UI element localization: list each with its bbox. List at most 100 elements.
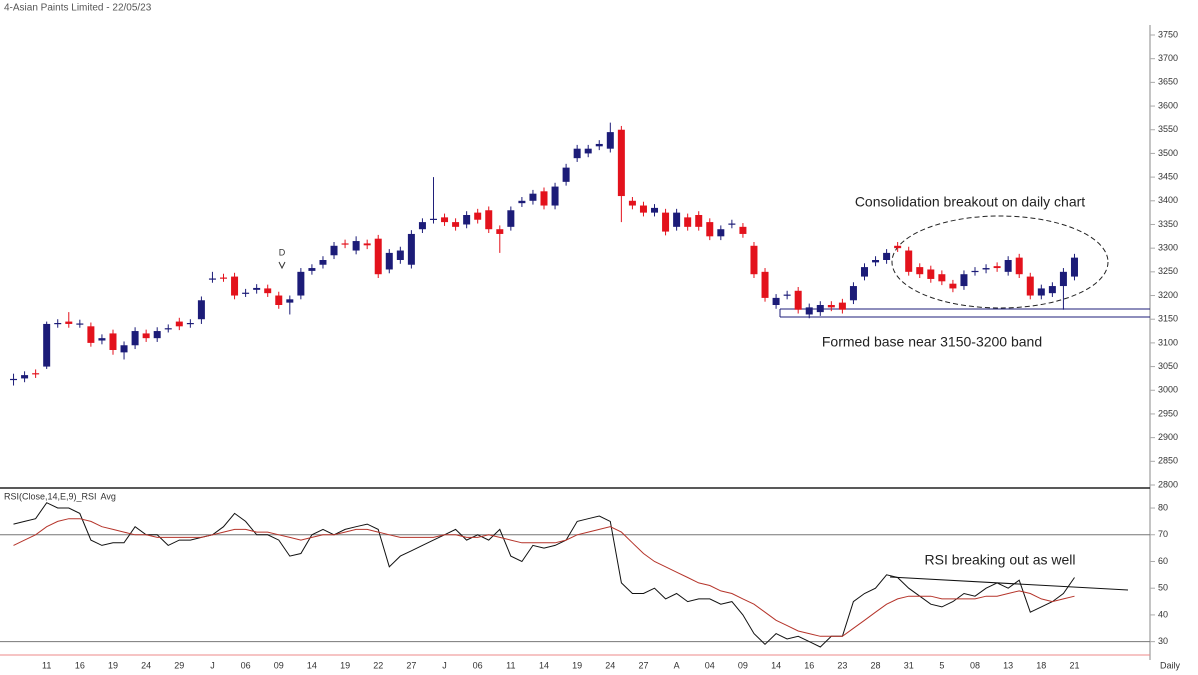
y-tick-label: 3750 (1158, 29, 1178, 39)
x-tick-label: 11 (506, 660, 515, 670)
candle-body (1059, 271, 1067, 287)
candle-body (164, 328, 172, 330)
candle-body (905, 250, 913, 272)
y-tick-label: 3000 (1158, 385, 1178, 395)
x-tick-label: 18 (1036, 660, 1046, 670)
candle-body (1070, 257, 1078, 277)
chart-title: 4-Asian Paints Limited - 22/05/23 (4, 3, 152, 14)
candle-body (330, 245, 338, 256)
candle-body (805, 307, 813, 315)
candle-body (816, 305, 824, 313)
candle-body (153, 331, 161, 339)
x-tick-label: 08 (970, 660, 980, 670)
x-tick-label: 19 (108, 660, 118, 670)
y-tick-label: 3500 (1158, 148, 1178, 158)
x-tick-label: J (210, 660, 215, 670)
candle-body (628, 200, 636, 206)
candle-body (385, 252, 393, 270)
y-tick-label: 2900 (1158, 432, 1178, 442)
candle-body (562, 167, 570, 182)
candle-body (673, 212, 681, 227)
x-tick-label: 16 (75, 660, 85, 670)
candle-body (231, 276, 239, 296)
candle-body (429, 218, 437, 220)
candle-body (21, 375, 29, 379)
candle-body (407, 233, 415, 265)
y-tick-label: 60 (1158, 556, 1168, 566)
y-tick-label: 50 (1158, 583, 1168, 593)
y-tick-label: 70 (1158, 529, 1168, 539)
y-tick-label: 3100 (1158, 337, 1178, 347)
y-tick-label: 80 (1158, 502, 1168, 512)
y-tick-label: 2950 (1158, 408, 1178, 418)
candle-body (651, 207, 659, 213)
y-tick-label: 3200 (1158, 290, 1178, 300)
annotation: Formed base near 3150-3200 band (822, 334, 1042, 350)
x-tick-label: 27 (638, 660, 648, 670)
candle-body (883, 252, 891, 260)
candle-body (98, 338, 106, 341)
candle-body (242, 292, 250, 294)
candle-body (374, 238, 382, 275)
y-tick-label: 3650 (1158, 77, 1178, 87)
candle-body (750, 245, 758, 275)
candle-body (573, 148, 581, 159)
candle-body (10, 378, 18, 381)
legend-entry: RSI(Close,14,E,9)_RSI (4, 491, 97, 501)
rsi-trendline (889, 576, 1129, 591)
x-tick-label: 13 (1003, 660, 1013, 670)
candle-body (938, 274, 946, 282)
candle-body (927, 269, 935, 279)
x-tick-label: 24 (141, 660, 151, 670)
candle-body (639, 205, 647, 213)
y-tick-label: 3050 (1158, 361, 1178, 371)
candle-body (518, 200, 526, 204)
annotation: Consolidation breakout on daily chart (855, 194, 1085, 210)
candle-body (319, 260, 327, 265)
candle-body (474, 212, 482, 220)
x-tick-label: 31 (904, 660, 914, 670)
y-tick-label: 2800 (1158, 479, 1178, 489)
candle-body (872, 260, 880, 263)
candle-body (264, 288, 272, 294)
x-tick-label: 19 (572, 660, 582, 670)
candle-body (772, 297, 780, 305)
candle-body (131, 331, 139, 346)
candle-body (142, 333, 150, 339)
x-tick-label: 09 (738, 660, 748, 670)
consolidation-ellipse (891, 215, 1109, 309)
candle-body (1037, 288, 1045, 296)
candle-body (54, 323, 62, 325)
candle-body (849, 286, 857, 301)
candle-body (308, 268, 316, 271)
candle-body (109, 333, 117, 350)
x-tick-label: 06 (473, 660, 483, 670)
candle-body (662, 212, 670, 232)
legend-entry: Avg (101, 491, 116, 501)
x-tick-label: 22 (373, 660, 383, 670)
candle-body (496, 229, 504, 234)
x-tick-label: 28 (871, 660, 881, 670)
x-tick-label: 11 (42, 660, 51, 670)
x-tick-label: 09 (274, 660, 284, 670)
y-tick-label: 3600 (1158, 100, 1178, 110)
x-tick-label: A (674, 660, 680, 670)
candle-body (363, 243, 371, 246)
x-tick-label: 24 (605, 660, 615, 670)
candle-body (551, 186, 559, 206)
rsi-line (13, 502, 1075, 648)
x-tick-label: 14 (539, 660, 549, 670)
candle-body (794, 290, 802, 310)
candle-body (197, 300, 205, 320)
annotation: D (279, 247, 286, 257)
candle-body (684, 217, 692, 227)
y-tick-label: 40 (1158, 609, 1168, 619)
candle-body (220, 277, 228, 279)
y-tick-label: 3150 (1158, 314, 1178, 324)
candle-body (441, 217, 449, 223)
candle-body (341, 243, 349, 245)
x-tick-label: 23 (837, 660, 847, 670)
y-tick-label: 3700 (1158, 53, 1178, 63)
